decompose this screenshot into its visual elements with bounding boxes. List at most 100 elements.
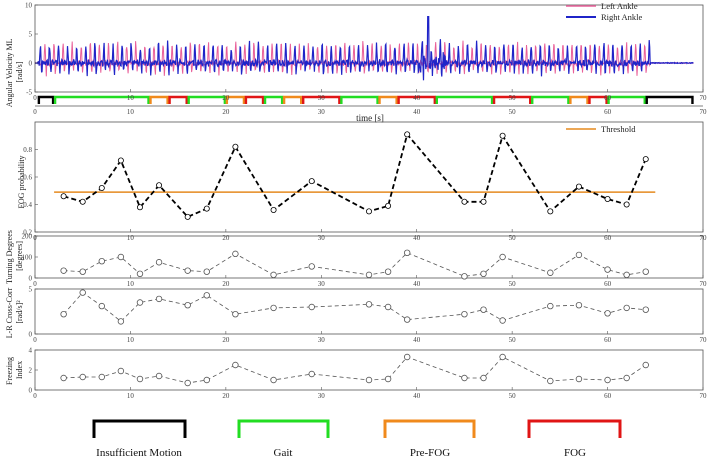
data-point [98, 258, 105, 265]
activity-segments: 0 10 20 30 40 50 60 70 [33, 95, 708, 116]
y-tick-label: 0 [29, 387, 33, 395]
y-tick-label: 10 [25, 2, 33, 10]
data-point [623, 201, 630, 208]
data-point [136, 375, 144, 383]
data-point [60, 267, 67, 274]
x-tick-label: 20 [222, 280, 230, 288]
insufficient-motion-bracket-icon [92, 419, 187, 438]
x-tick-label: 30 [318, 94, 326, 102]
segment-bracket [168, 95, 188, 104]
data-point [98, 302, 105, 310]
x-tick-label: 50 [509, 94, 517, 102]
y-tick-label: -5 [26, 89, 32, 97]
data-point [155, 372, 163, 380]
plot-frame [34, 288, 704, 335]
data-point [184, 379, 191, 387]
data-point [232, 143, 239, 150]
turning-degrees-marks [60, 249, 649, 280]
angular-velocity-signals [34, 16, 694, 81]
data-point [136, 299, 144, 306]
pre-fog-label: Pre-FOG [410, 447, 450, 459]
segment-bracket [263, 95, 284, 104]
series-line [63, 132, 647, 218]
data-point [98, 373, 105, 381]
legend-fog: FOG [527, 419, 622, 459]
data-point [642, 268, 649, 275]
data-point [623, 271, 630, 279]
data-point [499, 317, 506, 324]
plot-frame [34, 121, 704, 233]
data-point [480, 374, 487, 382]
data-point [203, 205, 210, 212]
data-point [575, 375, 583, 383]
x-tick-label: 10 [127, 336, 135, 344]
cross-corr-panel: 0 10 20 30 40 50 60 70 0 5 L-R Cross-Corr [rad/s]… [5, 286, 707, 345]
fog-probability-ylabel: FOG probability [17, 155, 26, 208]
data-point [79, 198, 86, 205]
data-point [575, 183, 582, 190]
y-tick-label: 5 [29, 286, 33, 294]
x-tick-label: 40 [413, 392, 421, 400]
threshold-legend: Threshold [566, 124, 636, 134]
segment-bracket [378, 95, 398, 104]
pre-fog-bracket-icon [383, 419, 476, 438]
segment-bracket [340, 95, 379, 104]
data-point [184, 302, 191, 309]
x-tick-label: 60 [604, 280, 612, 288]
data-point [308, 263, 315, 270]
threshold-legend-label: Threshold [601, 124, 636, 134]
x-tick-label: 20 [222, 234, 230, 242]
segment-bracket [302, 95, 341, 104]
x-tick-label: 50 [509, 108, 517, 116]
data-point [79, 373, 86, 381]
segment-bracket [607, 95, 646, 104]
fog-probability-marks [54, 131, 656, 220]
data-point [308, 178, 315, 185]
x-tick-label: 10 [127, 94, 135, 102]
series-line [63, 292, 646, 322]
ylabel-line-1: L-R Cross-Corr [5, 287, 14, 338]
x-tick-label: 70 [700, 94, 708, 102]
x-tick-label: 20 [222, 108, 230, 116]
turning-degrees-ylabel: Turning Degrees [degrees] [5, 228, 24, 284]
x-tick-label: 70 [700, 108, 708, 116]
data-point [384, 303, 392, 311]
x-tick-label: 50 [509, 336, 517, 344]
data-point [403, 316, 411, 323]
data-point [308, 370, 315, 378]
x-tick-label: 20 [222, 392, 230, 400]
y-tick-label: 200 [22, 233, 33, 241]
gait-label: Gait [274, 447, 293, 459]
plot-frame [34, 349, 704, 391]
segment-bracket [282, 95, 303, 104]
x-tick-label: 60 [604, 108, 612, 116]
y-tick-label: 2 [29, 367, 33, 375]
data-point [365, 301, 373, 308]
ylabel-line-2: [rad/s] [15, 61, 24, 82]
angular-velocity-ylabel: Angular Velocity ML [rad/s] [5, 37, 24, 107]
data-point [480, 198, 487, 205]
segment-bracket [492, 95, 532, 104]
right-ankle-line [34, 16, 694, 81]
y-tick-label: 0.2 [23, 229, 32, 237]
y-tick-label: 0.8 [23, 146, 32, 154]
x-tick-label: 30 [318, 336, 326, 344]
gait-bracket-icon [237, 419, 330, 438]
data-point [60, 311, 67, 318]
data-point [117, 253, 125, 261]
data-point [365, 376, 373, 384]
ylabel-line-1: Freezing [5, 357, 14, 385]
fog-probability-axes: 0 10 20 30 40 50 60 700.20.40.60.8 [23, 121, 707, 242]
data-point [232, 311, 239, 318]
x-tick-label: 50 [509, 392, 517, 400]
ylabel-line-1: Angular Velocity ML [5, 38, 14, 107]
segment-bracket [37, 95, 55, 104]
data-point [98, 184, 105, 191]
data-point [117, 367, 125, 375]
cross-corr-ylabel: L-R Cross-Corr [rad/s]² [5, 286, 24, 338]
data-point [623, 304, 630, 312]
data-point [79, 268, 86, 275]
ylabel-line-2: [degrees] [15, 241, 24, 271]
cross-corr-axes: 0 10 20 30 40 50 60 70 0 5 [29, 286, 708, 345]
data-point [156, 182, 163, 189]
